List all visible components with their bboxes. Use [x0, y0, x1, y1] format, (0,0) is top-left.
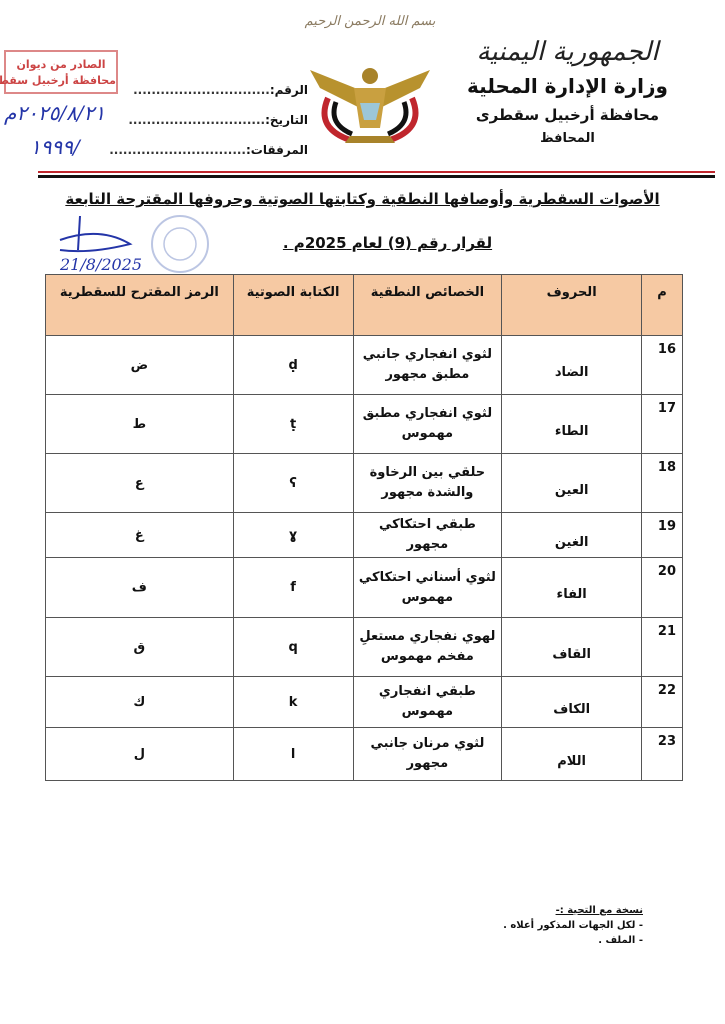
row-number: 20: [641, 557, 683, 618]
republic-name: الجمهورية اليمنية: [476, 37, 659, 67]
row-features: لهوي نفجاري مستعلِ مفخم مهموس: [352, 617, 503, 677]
row-symbol: ع: [45, 453, 234, 513]
row-number: 21: [641, 617, 683, 677]
row-letter: اللام: [501, 727, 643, 781]
row-letter: العين: [501, 453, 643, 513]
attachments-dots: ..............................: [109, 143, 246, 157]
row-phonetic: ɣ: [232, 512, 354, 558]
phonetics-table: م الحروف الخصائص النطقية الكتابة الصوتية…: [45, 274, 683, 781]
row-symbol: ك: [45, 676, 234, 728]
table-row: 16 الضاد لثوي انفجاري جانبي مطبق مجهور ḍ ض: [45, 335, 683, 395]
row-symbol: ط: [45, 394, 234, 454]
copy-to-section: نسخة مع التحية :- - لكل الجهات المذكور أ…: [503, 903, 643, 948]
row-phonetic: ṭ: [232, 394, 354, 454]
date-field: التاريخ:..............................: [118, 112, 308, 128]
row-number: 16: [641, 335, 683, 395]
row-letter: الغين: [501, 512, 643, 558]
signature-and-seal: 21/8/2025: [59, 215, 209, 274]
row-symbol: غ: [45, 512, 234, 558]
row-phonetic: f: [232, 557, 354, 618]
handwritten-number: ١٩٩٩/: [30, 135, 80, 159]
header-letters: الحروف: [501, 274, 643, 336]
governorate-name: محافظة أرخبيل سقطرى: [475, 106, 660, 124]
row-phonetic: ḍ: [232, 335, 354, 395]
table-row: 21 القاف لهوي نفجاري مستعلِ مفخم مهموس q ق: [45, 617, 683, 677]
row-phonetic: ʕ: [232, 453, 354, 513]
table-row: 23 اللام لثوي مرنان جانبي مجهور l ل: [45, 727, 683, 781]
ministry-name: وزارة الإدارة المحلية: [467, 74, 668, 98]
row-letter: الطاء: [501, 394, 643, 454]
handwritten-date: ٢٠٢٥/٨/٢١م: [4, 101, 106, 125]
row-symbol: ض: [45, 335, 234, 395]
header-symbol: الرمز المقترح للسقطرية: [45, 274, 234, 336]
row-phonetic: q: [232, 617, 354, 677]
row-number: 23: [641, 727, 683, 781]
document-title: الأصوات السقطرية وأوصافها النطقية وكتابت…: [65, 190, 660, 208]
row-features: طبقي احتكاكي مجهور: [352, 512, 503, 558]
header-rule-red: [38, 171, 715, 173]
table-header-row: م الحروف الخصائص النطقية الكتابة الصوتية…: [45, 274, 683, 336]
stamp-line-1: الصادر من ديوان: [16, 58, 106, 71]
copy-heading: نسخة مع التحية :-: [555, 905, 643, 916]
row-features: طبقي انفجاري مهموس: [352, 676, 503, 728]
row-features: لثوي انفجاري مطبق مهموس: [352, 394, 503, 454]
reference-label: الرقم:: [269, 83, 308, 97]
row-letter: الفاء: [501, 557, 643, 618]
header-phonetic: الكتابة الصوتية: [232, 274, 354, 336]
document-body: الأصوات السقطرية وأوصافها النطقية وكتابت…: [30, 188, 695, 781]
row-features: حلقي بين الرخاوة والشدة مجهور: [352, 453, 503, 513]
row-symbol: ل: [45, 727, 234, 781]
row-symbol: ف: [45, 557, 234, 618]
table-row: 19 الغين طبقي احتكاكي مجهور ɣ غ: [45, 512, 683, 558]
header-number: م: [641, 274, 683, 336]
copy-item: - الملف .: [598, 935, 643, 946]
row-features: لثوي مرنان جانبي مجهور: [352, 727, 503, 781]
table-row: 22 الكاف طبقي انفجاري مهموس k ك: [45, 676, 683, 728]
row-phonetic: k: [232, 676, 354, 728]
letterhead: الجمهورية اليمنية وزارة الإدارة المحلية …: [425, 34, 710, 150]
row-phonetic: l: [232, 727, 354, 781]
document-subtitle: لقرار رقم (9) لعام 2025م .: [282, 234, 493, 252]
date-dots: ..............................: [128, 113, 266, 127]
row-number: 18: [641, 453, 683, 513]
outgoing-stamp: الصادر من ديوان محافظة أرخبيل سقطرى: [0, 50, 118, 94]
table-row: 18 العين حلقي بين الرخاوة والشدة مجهور ʕ ع: [45, 453, 683, 513]
table-row: 17 الطاء لثوي انفجاري مطبق مهموس ṭ ط: [45, 394, 683, 454]
subtitle-row: 21/8/2025 لقرار رقم (9) لعام 2025م .: [30, 212, 695, 274]
stamp-line-2: محافظة أرخبيل سقطرى: [0, 74, 116, 87]
header-rule-black: [38, 175, 715, 178]
governor-title: المحافظ: [540, 131, 595, 146]
row-features: لثوي انفجاري جانبي مطبق مجهور: [352, 335, 503, 395]
attachments-field: المرفقات:..............................: [109, 142, 308, 158]
row-letter: الكاف: [501, 676, 643, 728]
row-letter: القاف: [501, 617, 643, 677]
reference-field: الرقم:..............................: [118, 82, 308, 98]
row-letter: الضاد: [501, 335, 643, 395]
row-symbol: ق: [45, 617, 234, 677]
header-features: الخصائص النطقية: [352, 274, 503, 336]
row-number: 22: [641, 676, 683, 728]
table-row: 20 الفاء لثوي أسناني احتكاكي مهموس f ف: [45, 557, 683, 618]
attachments-label: المرفقات:: [246, 143, 308, 157]
basmala: بسم الله الرحمن الرحيم: [304, 14, 436, 29]
signature-date: 21/8/2025: [59, 255, 142, 274]
row-number: 19: [641, 512, 683, 558]
copy-item: - لكل الجهات المذكور أعلاه .: [503, 920, 643, 931]
date-label: التاريخ:: [265, 113, 308, 127]
eagle-emblem-icon: [310, 68, 430, 143]
row-number: 17: [641, 394, 683, 454]
reference-dots: ..............................: [133, 83, 270, 97]
row-features: لثوي أسناني احتكاكي مهموس: [352, 557, 503, 618]
